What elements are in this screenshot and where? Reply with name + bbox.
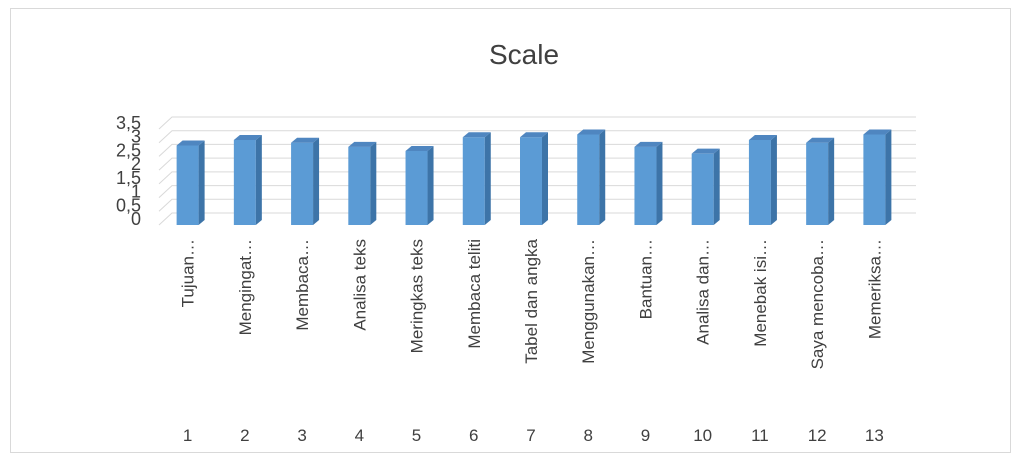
gridline: [158, 157, 916, 171]
category-label: Menggunakan…: [579, 239, 598, 364]
gridline: [158, 116, 916, 130]
y-tick-label: 0,5: [116, 195, 141, 215]
index-label: 5: [412, 426, 421, 445]
y-axis-ticks: 00,511,522,533,5: [116, 113, 141, 229]
gridline: [158, 212, 916, 226]
index-label: 13: [865, 426, 884, 445]
y-tick-label: 3,5: [116, 113, 141, 133]
index-label: 7: [526, 426, 535, 445]
gridlines: [158, 116, 916, 226]
bar: [233, 134, 262, 225]
index-label: 2: [240, 426, 249, 445]
index-label: 4: [355, 426, 364, 445]
gridline: [158, 171, 916, 185]
gridline: [158, 130, 916, 144]
bar: [291, 137, 320, 225]
category-label: Tujuan…: [179, 239, 198, 307]
bar: [405, 145, 434, 225]
index-label: 11: [751, 426, 769, 445]
y-tick-label: 2: [131, 154, 141, 174]
bar: [806, 137, 835, 225]
category-label: Menebak isi…: [751, 239, 770, 347]
y-tick-label: 1: [131, 182, 141, 202]
bar: [176, 140, 205, 225]
index-label: 3: [297, 426, 306, 445]
index-label: 1: [183, 426, 192, 445]
category-label: Tabel dan angka: [522, 238, 541, 363]
bar: [748, 134, 777, 225]
index-label: 8: [583, 426, 592, 445]
category-labels: Tujuan… Mengingat… Membaca… Analisa teks Mer…: [179, 238, 885, 369]
gridline: [158, 185, 916, 198]
index-label: 6: [469, 426, 478, 445]
y-tick-label: 0: [131, 209, 141, 229]
category-label: Meringkas teks: [408, 239, 427, 353]
bar: [863, 129, 892, 225]
bar: [520, 132, 548, 225]
index-label: 12: [808, 426, 827, 445]
category-label: Saya mencoba…: [808, 239, 827, 369]
index-label: 10: [693, 426, 712, 445]
gridline: [158, 143, 916, 157]
bar: [691, 148, 720, 225]
bar-chart: Scale 00,511,522,533,5 Tujuan… Mengingat……: [116, 39, 916, 445]
bars: [176, 129, 892, 225]
bar: [348, 141, 377, 225]
category-label: Membaca teliti: [465, 239, 484, 349]
chart-frame: Scale 0 0,5 1 1,5 2 2,5 3 3,5 Tujuan… Mengingat……: [10, 8, 1011, 453]
index-label: 9: [641, 426, 650, 445]
y-tick-label: 3: [131, 127, 141, 147]
bar: [634, 141, 663, 225]
category-label: Analisa teks: [350, 239, 369, 331]
y-tick-label: 1,5: [116, 168, 141, 188]
gridline: [158, 198, 916, 212]
category-label: Membaca…: [293, 239, 312, 331]
index-labels: 1 2 3 4 5 6 7 8 9 10 11 12 13: [183, 426, 884, 445]
category-label: Memeriksa…: [865, 239, 884, 339]
chart-title: Scale: [489, 39, 559, 70]
category-label: Bantuan…: [636, 239, 655, 319]
category-label: Mengingat…: [236, 239, 255, 335]
category-label: Analisa dan…: [694, 239, 713, 345]
y-tick-label: 2,5: [116, 140, 141, 160]
bar: [577, 129, 606, 225]
bar: [462, 132, 491, 225]
